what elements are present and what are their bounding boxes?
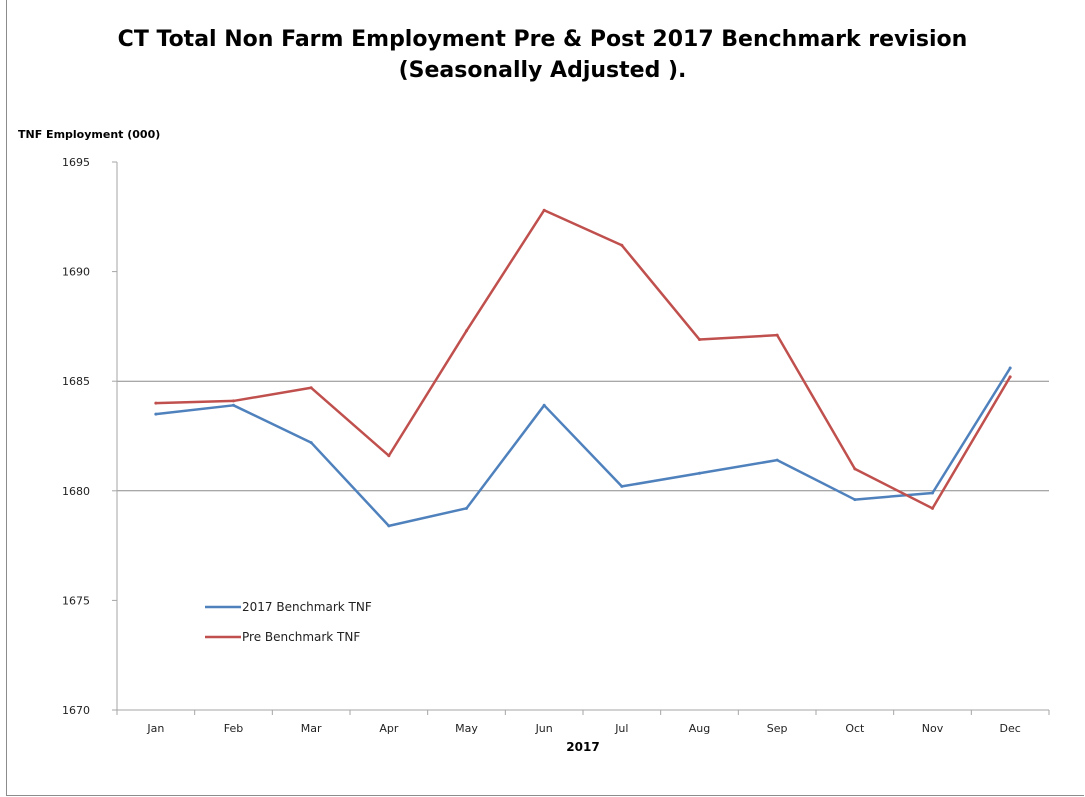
data-point-pre-benchmark-apr — [387, 454, 391, 458]
x-tick-label-mar: Mar — [301, 722, 322, 735]
data-point-pre-benchmark-mar — [309, 386, 313, 390]
x-tick-label-oct: Oct — [845, 722, 865, 735]
data-point-benchmark-2017-oct — [853, 498, 857, 502]
data-point-pre-benchmark-may — [465, 329, 468, 333]
x-tick-label-jan: Jan — [146, 722, 164, 735]
data-point-benchmark-2017-aug — [698, 471, 701, 475]
data-point-pre-benchmark-jul — [620, 243, 624, 247]
data-point-benchmark-2017-jun — [542, 403, 546, 407]
data-point-benchmark-2017-dec — [1008, 366, 1012, 370]
data-point-pre-benchmark-jan — [154, 401, 158, 405]
data-point-benchmark-2017-feb — [232, 403, 235, 407]
y-tick-label-1685: 1685 — [62, 375, 90, 388]
x-tick-label-sep: Sep — [767, 722, 788, 735]
x-tick-label-jun: Jun — [535, 722, 553, 735]
series-line-benchmark-2017 — [154, 366, 1012, 528]
data-point-pre-benchmark-oct — [853, 467, 857, 471]
x-tick-label-may: May — [455, 722, 478, 735]
data-point-benchmark-2017-mar — [309, 441, 313, 445]
x-tick-label-feb: Feb — [224, 722, 243, 735]
data-point-benchmark-2017-jul — [620, 484, 624, 488]
x-tick-label-aug: Aug — [689, 722, 710, 735]
x-tick-label-dec: Dec — [1000, 722, 1021, 735]
y-tick-label-1690: 1690 — [62, 266, 90, 279]
data-point-pre-benchmark-sep — [775, 333, 779, 337]
data-point-pre-benchmark-feb — [232, 399, 235, 403]
data-point-pre-benchmark-nov — [931, 506, 934, 510]
data-point-benchmark-2017-jan — [154, 412, 158, 416]
chart-title-line-2: (Seasonally Adjusted ). — [398, 58, 687, 83]
legend-label-pre-benchmark: Pre Benchmark TNF — [242, 630, 360, 644]
y-tick-label-1675: 1675 — [62, 594, 90, 607]
y-tick-label-1680: 1680 — [62, 485, 90, 498]
y-axis-title: TNF Employment (000) — [18, 128, 161, 141]
data-point-benchmark-2017-nov — [931, 491, 934, 495]
data-point-pre-benchmark-jun — [542, 208, 546, 212]
x-tick-label-jul: Jul — [614, 722, 628, 735]
series-line-pre-benchmark — [154, 208, 1012, 510]
y-tick-label-1695: 1695 — [62, 156, 90, 169]
data-point-benchmark-2017-sep — [775, 458, 779, 462]
y-tick-label-1670: 1670 — [62, 704, 90, 717]
data-point-benchmark-2017-apr — [387, 524, 391, 528]
chart-title-line-1: CT Total Non Farm Employment Pre & Post … — [117, 27, 968, 52]
data-point-benchmark-2017-may — [465, 506, 468, 510]
x-axis-title: 2017 — [566, 740, 599, 754]
x-tick-label-nov: Nov — [922, 722, 944, 735]
chart-title: CT Total Non Farm Employment Pre & Post … — [0, 24, 1085, 86]
data-point-pre-benchmark-dec — [1008, 375, 1012, 379]
data-point-pre-benchmark-aug — [698, 338, 701, 342]
chart-frame — [6, 0, 1084, 796]
legend-label-benchmark-2017: 2017 Benchmark TNF — [242, 600, 372, 614]
x-tick-label-apr: Apr — [379, 722, 399, 735]
